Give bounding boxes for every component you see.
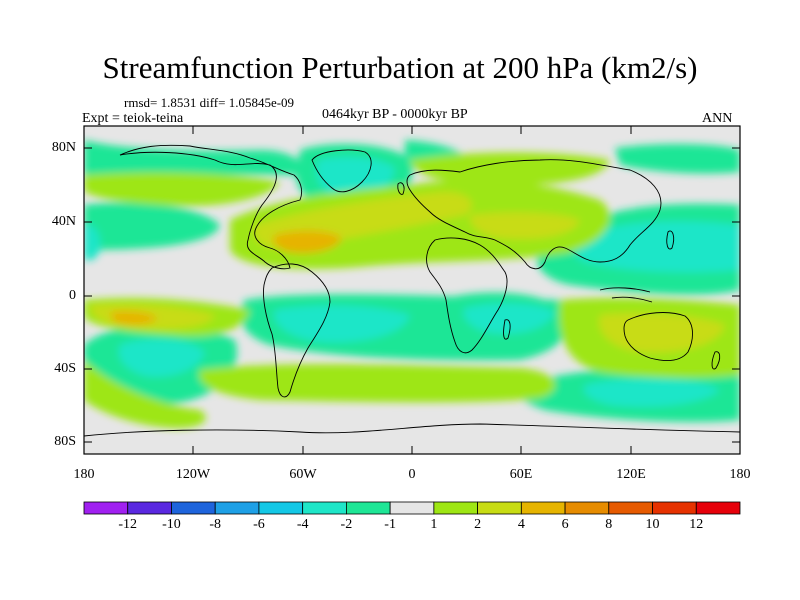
colorbar-label: -6 — [253, 517, 265, 532]
contour-pos-north-pacific — [84, 172, 280, 207]
tick-marks — [84, 126, 740, 454]
coast-antarctica — [84, 423, 740, 437]
period-label: 0464kyr BP - 0000kyr BP — [322, 107, 468, 122]
contour-neg-strong-south-pacific — [118, 338, 205, 377]
coast-indonesia — [599, 287, 653, 303]
colorbar-swatch — [433, 501, 479, 515]
colorbar-label: 1 — [430, 517, 438, 532]
season-label: ANN — [702, 111, 733, 126]
coast-new-zealand — [711, 351, 721, 370]
stats-text: rmsd= 1.8531 diff= 1.05845e-09 — [124, 95, 295, 110]
lat-label-40s: 40S — [54, 361, 76, 376]
colorbar-swatch — [520, 501, 566, 515]
colorbar-label: 12 — [689, 517, 704, 532]
colorbar-swatch — [258, 501, 304, 515]
coast-north-america — [119, 144, 303, 270]
colorbar-label: -1 — [384, 517, 396, 532]
colorbar-label: 4 — [517, 517, 525, 532]
colorbar-label: 6 — [561, 517, 569, 532]
colorbar-swatch — [608, 501, 653, 515]
lon-label-180w: 180 — [73, 467, 95, 482]
colorbar-label: -8 — [209, 517, 222, 532]
experiment-label: Expt = teiok-teina — [82, 111, 184, 126]
lat-label-0: 0 — [69, 288, 76, 303]
coast-australia — [623, 312, 693, 361]
lon-label-120e: 120E — [616, 467, 646, 482]
coast-japan — [666, 230, 675, 250]
lon-label-180e: 180 — [729, 467, 751, 482]
coast-africa — [426, 237, 508, 354]
contour-neg-strong-atlantic — [274, 305, 410, 343]
coast-madagascar — [503, 319, 511, 340]
contour-pos-mid-indian — [469, 212, 580, 240]
colorbar-label: -10 — [162, 517, 181, 532]
contour-neg-strong-indian — [463, 303, 555, 334]
colorbar-swatch — [127, 501, 172, 515]
coast-uk — [397, 182, 405, 195]
colorbar-label: -4 — [296, 517, 309, 532]
colorbar-label: -2 — [340, 517, 353, 532]
contour-neg-west-pacific — [84, 202, 220, 250]
coastlines — [84, 144, 740, 437]
colorbar-swatch — [695, 501, 741, 515]
contour-pos-north-polar — [410, 152, 610, 186]
contour-neg-strong-southern — [583, 378, 720, 407]
contour-neg-east-pacific — [615, 144, 740, 174]
colorbar-label: 2 — [474, 517, 482, 532]
contour-pos-mid-australia — [599, 313, 725, 353]
coast-europe-asia — [406, 159, 662, 270]
coast-greenland — [311, 149, 372, 193]
lon-label-60e: 60E — [509, 467, 533, 482]
colorbar-swatch — [302, 501, 347, 515]
contour-pos-strong-south-pacific — [110, 311, 158, 326]
lon-label-0: 0 — [408, 467, 416, 482]
colorbar-swatch — [389, 501, 435, 515]
colorbar-swatch — [214, 501, 260, 515]
colorbar-label: 10 — [645, 517, 660, 532]
lon-label-60w: 60W — [289, 467, 317, 482]
colorbar-label: 8 — [605, 517, 613, 532]
colorbar-swatch — [171, 501, 216, 515]
contour-neg-west-edge — [84, 224, 101, 261]
contour-pos-south-america — [84, 360, 206, 429]
contour-pos-strong-caribbean — [273, 230, 342, 254]
lon-label-120w: 120W — [175, 467, 211, 482]
colorbar-swatch — [564, 501, 610, 515]
colorbar-swatch — [477, 501, 522, 515]
colorbar-swatch — [345, 501, 391, 515]
contour-field — [84, 126, 740, 454]
contour-neg-strong-north-atlantic — [316, 156, 395, 199]
colorbar — [83, 501, 741, 515]
colorbar-swatch — [652, 501, 697, 515]
coast-south-america — [263, 263, 331, 398]
lat-label-40n: 40N — [51, 214, 76, 229]
lat-label-80n: 80N — [51, 140, 76, 155]
map-title: Streamfunction Perturbation at 200 hPa (… — [102, 50, 698, 85]
lat-label-80s: 80S — [54, 434, 76, 449]
colorbar-label: -12 — [118, 517, 138, 532]
contour-pos-southern-band — [199, 364, 556, 403]
colorbar-swatch — [83, 501, 129, 515]
